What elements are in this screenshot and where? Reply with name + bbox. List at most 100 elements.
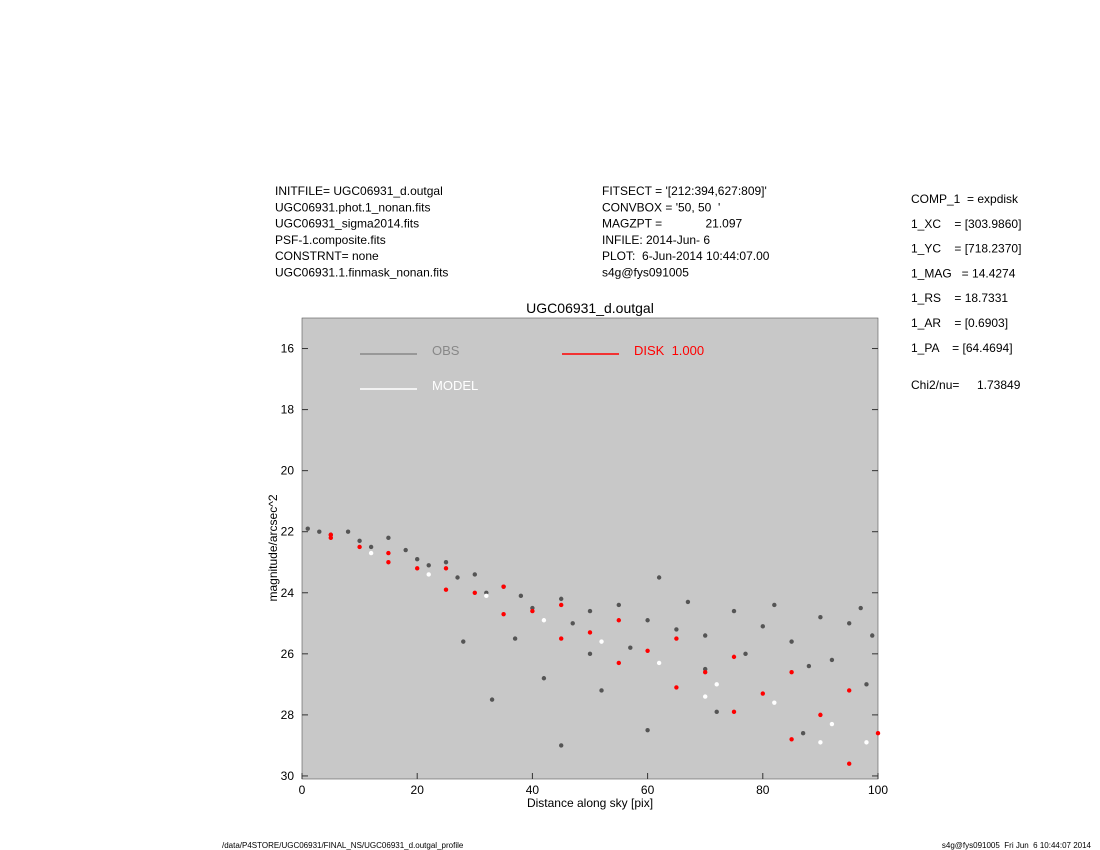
y-axis-label: magnitude/arcsec^2 xyxy=(266,494,280,601)
point xyxy=(368,550,374,556)
x-tick-label: 40 xyxy=(526,783,540,797)
header-mid-line: MAGZPT = 21.097 xyxy=(602,217,742,231)
point xyxy=(628,645,633,650)
y-tick-label: 24 xyxy=(281,586,295,600)
point xyxy=(674,627,679,632)
point xyxy=(559,602,564,608)
point xyxy=(685,599,691,605)
point xyxy=(818,712,823,718)
point xyxy=(864,682,869,687)
y-tick-label: 16 xyxy=(281,342,295,356)
point xyxy=(847,761,852,766)
point xyxy=(656,660,662,666)
header-mid-line: CONVBOX = '50, 50 ' xyxy=(602,200,720,214)
point xyxy=(616,602,621,608)
point xyxy=(760,624,765,629)
x-tick-label: 100 xyxy=(868,783,888,797)
point xyxy=(317,529,322,534)
header-left-line: UGC06931.phot.1_nonan.fits xyxy=(275,200,430,214)
point xyxy=(415,566,420,571)
point xyxy=(674,685,679,690)
point xyxy=(328,532,333,537)
point xyxy=(760,691,765,696)
point xyxy=(674,636,679,641)
point xyxy=(703,633,708,638)
point xyxy=(541,618,547,623)
chi2-label: Chi2/nu= xyxy=(911,378,959,392)
point xyxy=(645,618,650,623)
point xyxy=(345,529,351,534)
chi2-value: 1.73849 xyxy=(977,378,1021,392)
point xyxy=(599,639,604,644)
point xyxy=(461,639,466,644)
y-tick-label: 22 xyxy=(281,525,295,539)
footer-right: s4g@fys091005 Fri Jun 6 10:44:07 2014 xyxy=(942,841,1092,850)
point xyxy=(443,560,449,565)
legend-label: MODEL xyxy=(432,378,478,393)
param-line: 1_RS = 18.7331 xyxy=(911,291,1008,305)
point xyxy=(829,721,835,727)
point xyxy=(870,633,875,638)
point xyxy=(570,621,575,626)
point xyxy=(731,709,737,715)
point xyxy=(703,669,708,675)
point xyxy=(800,731,806,736)
point xyxy=(858,605,863,611)
point xyxy=(443,587,449,592)
point xyxy=(501,611,506,617)
point xyxy=(616,660,621,666)
point xyxy=(484,590,489,595)
point xyxy=(328,535,333,541)
point xyxy=(731,654,737,660)
point xyxy=(587,608,593,614)
point xyxy=(743,651,748,657)
x-tick-label: 0 xyxy=(299,783,306,797)
header-mid-line: INFILE: 2014-Jun- 6 xyxy=(602,233,710,247)
point xyxy=(368,544,374,550)
point xyxy=(656,575,662,580)
point xyxy=(847,621,852,626)
footer-left: /data/P4STORE/UGC06931/FINAL_NS/UGC06931… xyxy=(222,841,464,850)
point xyxy=(530,605,535,611)
plot-area xyxy=(301,317,879,780)
point xyxy=(599,688,604,693)
x-tick-label: 20 xyxy=(411,783,425,797)
point xyxy=(357,538,362,544)
legend-label: DISK 1.000 xyxy=(634,343,704,358)
point xyxy=(875,731,881,736)
y-tick-label: 30 xyxy=(281,769,295,783)
point xyxy=(443,566,449,571)
x-axis-label: Distance along sky [pix] xyxy=(527,796,653,810)
y-tick-label: 18 xyxy=(281,403,295,417)
point xyxy=(305,526,310,531)
point xyxy=(703,666,708,672)
point xyxy=(501,584,506,589)
chart-title: UGC06931_d.outgal xyxy=(526,300,654,316)
header-mid-line: PLOT: 6-Jun-2014 10:44:07.00 xyxy=(602,249,770,263)
point xyxy=(789,737,794,742)
header-left-line: UGC06931_sigma2014.fits xyxy=(275,217,419,231)
param-line: 1_AR = [0.6903] xyxy=(911,316,1008,330)
point xyxy=(518,593,524,599)
point xyxy=(455,575,460,580)
param-line: 1_PA = [64.4694] xyxy=(911,341,1013,355)
header-left-line: PSF-1.composite.fits xyxy=(275,233,386,247)
header-mid-line: FITSECT = '[212:394,627:809]' xyxy=(602,184,767,198)
point xyxy=(415,556,420,562)
point xyxy=(530,608,535,614)
point xyxy=(386,560,391,565)
header-mid-line: s4g@fys091005 xyxy=(602,266,689,280)
x-tick-label: 80 xyxy=(756,783,770,797)
point xyxy=(645,648,650,653)
legend-label: OBS xyxy=(432,343,460,358)
point xyxy=(806,663,812,669)
param-line: 1_XC = [303.9860] xyxy=(911,217,1021,231)
point xyxy=(818,740,823,745)
point xyxy=(731,608,737,614)
y-tick-label: 20 xyxy=(281,464,295,478)
y-tick-label: 28 xyxy=(281,708,295,722)
point xyxy=(714,709,719,715)
point xyxy=(426,563,431,568)
point xyxy=(489,697,495,702)
point xyxy=(426,572,431,577)
